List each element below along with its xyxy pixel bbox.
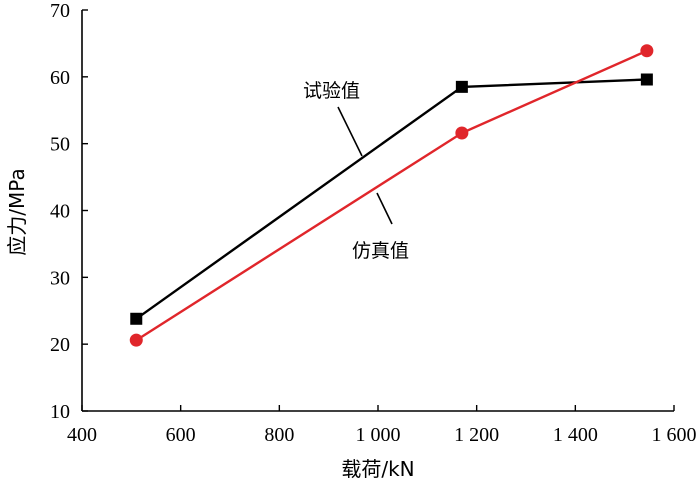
series-line-1: [135, 49, 648, 342]
leader-line-sim: [376, 192, 393, 225]
series-layer: [129, 44, 654, 347]
x-tick-label: 400: [67, 424, 97, 446]
series-1-point: [129, 333, 143, 347]
y-tick-label: 10: [50, 401, 70, 423]
x-tick-label: 1 400: [553, 424, 598, 446]
y-tick-label: 20: [50, 334, 70, 356]
tick-labels: 400 600 800 1 000 1 200 1 400 1 600 10 20 30 40 50 6…: [50, 0, 697, 446]
y-tick-label: 40: [50, 201, 70, 223]
x-tick-label: 800: [264, 424, 294, 446]
x-tick-label: 1 000: [356, 424, 401, 446]
ticks: [81, 9, 675, 412]
series-label-test: 试验值: [303, 80, 360, 102]
axes: [81, 10, 674, 412]
y-tick-label: 50: [50, 134, 70, 156]
series-label-sim: 仿真值: [352, 240, 409, 262]
x-tick-label: 1 600: [652, 424, 697, 446]
series-1-point: [640, 44, 654, 58]
series-0-point: [455, 80, 468, 93]
y-axis-label: 应力/MPa: [5, 168, 29, 255]
series-line-0: [135, 78, 647, 320]
series-0-point: [130, 312, 143, 325]
series-1-point: [455, 126, 469, 140]
x-axis-label: 载荷/kN: [341, 457, 414, 481]
y-tick-label: 70: [50, 0, 70, 22]
series-0-point: [640, 73, 653, 86]
x-tick-label: 600: [166, 424, 196, 446]
x-tick-label: 1 200: [454, 424, 499, 446]
leader-line-test: [337, 106, 363, 157]
y-tick-label: 60: [50, 67, 70, 89]
y-tick-label: 30: [50, 267, 70, 289]
